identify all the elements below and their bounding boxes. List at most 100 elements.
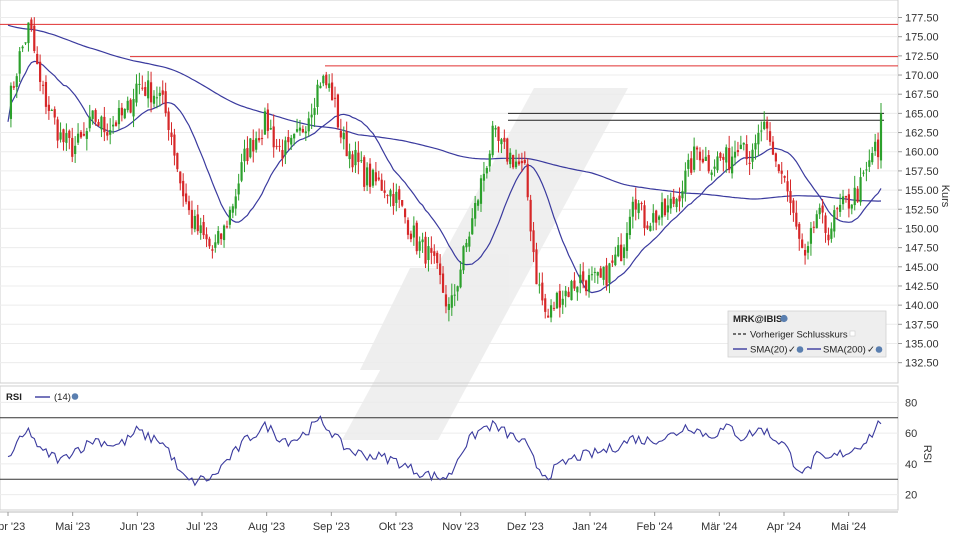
candle-body <box>634 199 637 210</box>
rsi-title: RSI <box>6 392 22 403</box>
candle-body <box>53 109 56 118</box>
candle-body <box>552 307 556 309</box>
price-tick-label: 165.00 <box>905 108 939 120</box>
globe-icon[interactable] <box>71 393 79 400</box>
candle-body <box>269 128 272 130</box>
rsi-series <box>7 415 882 487</box>
x-tick-label: Jan '24 <box>572 521 607 533</box>
candle-body <box>564 290 567 297</box>
rsi-period: (14) <box>54 392 71 403</box>
rsi-legend[interactable]: RSI (14) <box>6 392 79 403</box>
candle-body <box>520 161 523 164</box>
candle-body <box>278 145 281 147</box>
candle-body <box>246 148 249 162</box>
candle-body <box>170 132 173 138</box>
check-icon[interactable]: ✓ <box>788 345 796 356</box>
candle-body <box>330 82 334 101</box>
candle-body <box>836 208 839 210</box>
candle-body <box>211 249 214 251</box>
candle-body <box>272 126 275 148</box>
candle-body <box>695 147 699 150</box>
candle-body <box>760 130 763 132</box>
globe-icon[interactable] <box>875 346 883 353</box>
candle-body <box>380 179 383 191</box>
price-panel-frame <box>0 0 899 384</box>
candle-body <box>252 139 255 152</box>
price-tick-label: 160.00 <box>905 147 939 159</box>
candle-body <box>687 159 690 169</box>
x-tick-label: Aug '23 <box>248 521 285 533</box>
candle-body <box>295 129 299 132</box>
candle-body <box>199 225 202 234</box>
candle-body <box>523 159 526 164</box>
price-legend[interactable]: MRK@IBIS Vorheriger Schlusskurs SMA(20) … <box>727 310 887 358</box>
candle-body <box>18 51 21 74</box>
candle-body <box>766 121 769 129</box>
candle-body <box>777 164 780 172</box>
candle-body <box>71 137 74 157</box>
candle-body <box>339 130 342 138</box>
candle-body <box>281 150 284 159</box>
resistance-lines <box>0 23 898 67</box>
candle-body <box>774 153 777 162</box>
candle-body <box>783 176 786 178</box>
candle-body <box>485 167 488 174</box>
candle-body <box>185 193 188 202</box>
candle-body <box>795 212 798 227</box>
candle-body <box>39 61 42 82</box>
candle-body <box>293 133 296 139</box>
candle-body <box>386 195 389 197</box>
candle-body <box>859 177 862 203</box>
legend-sma200: SMA(200) <box>823 345 866 356</box>
candle-body <box>240 162 243 181</box>
price-tick-label: 150.00 <box>905 223 939 235</box>
globe-icon[interactable] <box>796 346 804 353</box>
x-tick-label: Sep '23 <box>313 521 350 533</box>
candle-body <box>406 220 410 235</box>
candle-body <box>573 280 576 289</box>
legend-sma20: SMA(20) <box>750 345 787 356</box>
candle-body <box>874 141 877 152</box>
candle-body <box>879 113 883 161</box>
price-tick-label: 140.00 <box>905 300 939 312</box>
candle-body <box>622 247 626 258</box>
candle-body <box>649 225 652 232</box>
candle-body <box>161 90 164 95</box>
candle-body <box>62 129 65 143</box>
candle-body <box>36 53 39 65</box>
candle-body <box>716 156 719 171</box>
price-tick-label: 170.00 <box>905 70 939 82</box>
candle-body <box>617 245 620 257</box>
candle-body <box>21 46 24 49</box>
x-tick-label: Jun '23 <box>120 521 155 533</box>
candle-body <box>421 239 424 243</box>
candle-body <box>570 281 573 301</box>
candle-body <box>707 155 710 172</box>
rsi-tick-label: 80 <box>905 397 917 409</box>
candle-body <box>243 148 246 162</box>
candle-body <box>158 92 161 96</box>
candle-body <box>56 119 59 141</box>
candle-body <box>602 266 605 280</box>
x-tick-label: Mai '24 <box>831 521 866 533</box>
candle-body <box>395 191 398 203</box>
candle-body <box>456 286 459 292</box>
candle-body <box>79 131 83 138</box>
candle-body <box>284 140 287 155</box>
candle-body <box>587 275 591 292</box>
sma200-line <box>7 24 882 202</box>
candle-body <box>453 294 456 296</box>
candle-body <box>517 161 521 165</box>
candle-body <box>526 163 529 198</box>
candle-body <box>249 138 252 158</box>
candle-body <box>439 263 442 276</box>
check-icon[interactable]: ✓ <box>867 345 875 356</box>
candle-body <box>593 271 596 273</box>
candle-body <box>748 162 751 164</box>
globe-icon[interactable] <box>780 314 788 323</box>
candle-body <box>579 274 582 284</box>
candle-body <box>50 109 53 111</box>
legend-prev-close-checkbox[interactable] <box>849 330 856 337</box>
candle-body <box>771 141 775 155</box>
x-tick-label: Apr '23 <box>0 521 25 533</box>
